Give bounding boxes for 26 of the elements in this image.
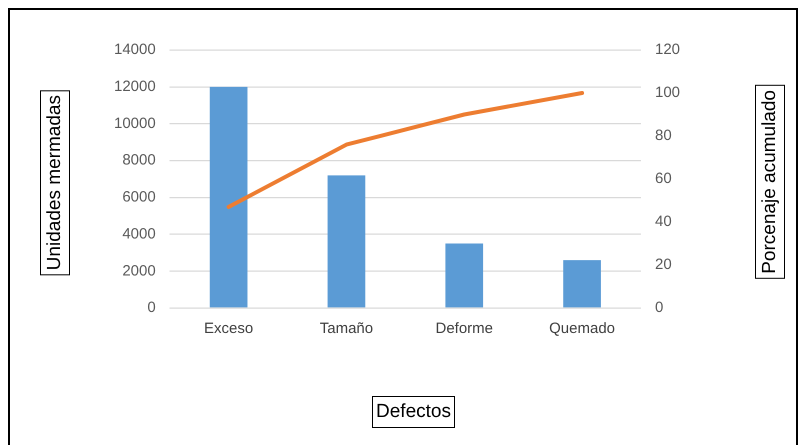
y2-tick-label: 20 <box>654 256 672 274</box>
x-tick-label: Quemado <box>549 320 616 338</box>
bar <box>563 260 601 308</box>
y-tick-label: 12000 <box>114 78 156 95</box>
y-tick-label: 10000 <box>114 114 156 132</box>
y2-tick-label: 80 <box>654 127 672 144</box>
x-tick-label: Deforme <box>435 320 494 338</box>
bar <box>445 244 484 308</box>
y2-tick-label: 60 <box>654 170 672 188</box>
y-tick-label: 2000 <box>122 262 156 280</box>
y2-tick-label: 40 <box>654 213 672 230</box>
bar <box>210 86 248 308</box>
y-axis-title: Unidades mermadas <box>40 90 70 276</box>
y2-tick-label: 0 <box>654 299 664 316</box>
y2-axis-title: Porcenaje acumulado <box>755 85 785 279</box>
x-tick-label: Tamaño <box>320 320 374 338</box>
y2-tick-label: 120 <box>654 41 680 58</box>
y-tick-label: 4000 <box>122 225 156 242</box>
bar <box>328 175 366 308</box>
y2-tick-label: 100 <box>654 84 680 102</box>
y-tick-label: 14000 <box>114 41 156 58</box>
x-tick-label: Exceso <box>204 320 254 338</box>
y-tick-label: 0 <box>147 299 156 316</box>
y-tick-label: 8000 <box>122 152 156 169</box>
y-tick-label: 6000 <box>122 188 156 206</box>
x-axis-title: Defectos <box>372 396 455 428</box>
